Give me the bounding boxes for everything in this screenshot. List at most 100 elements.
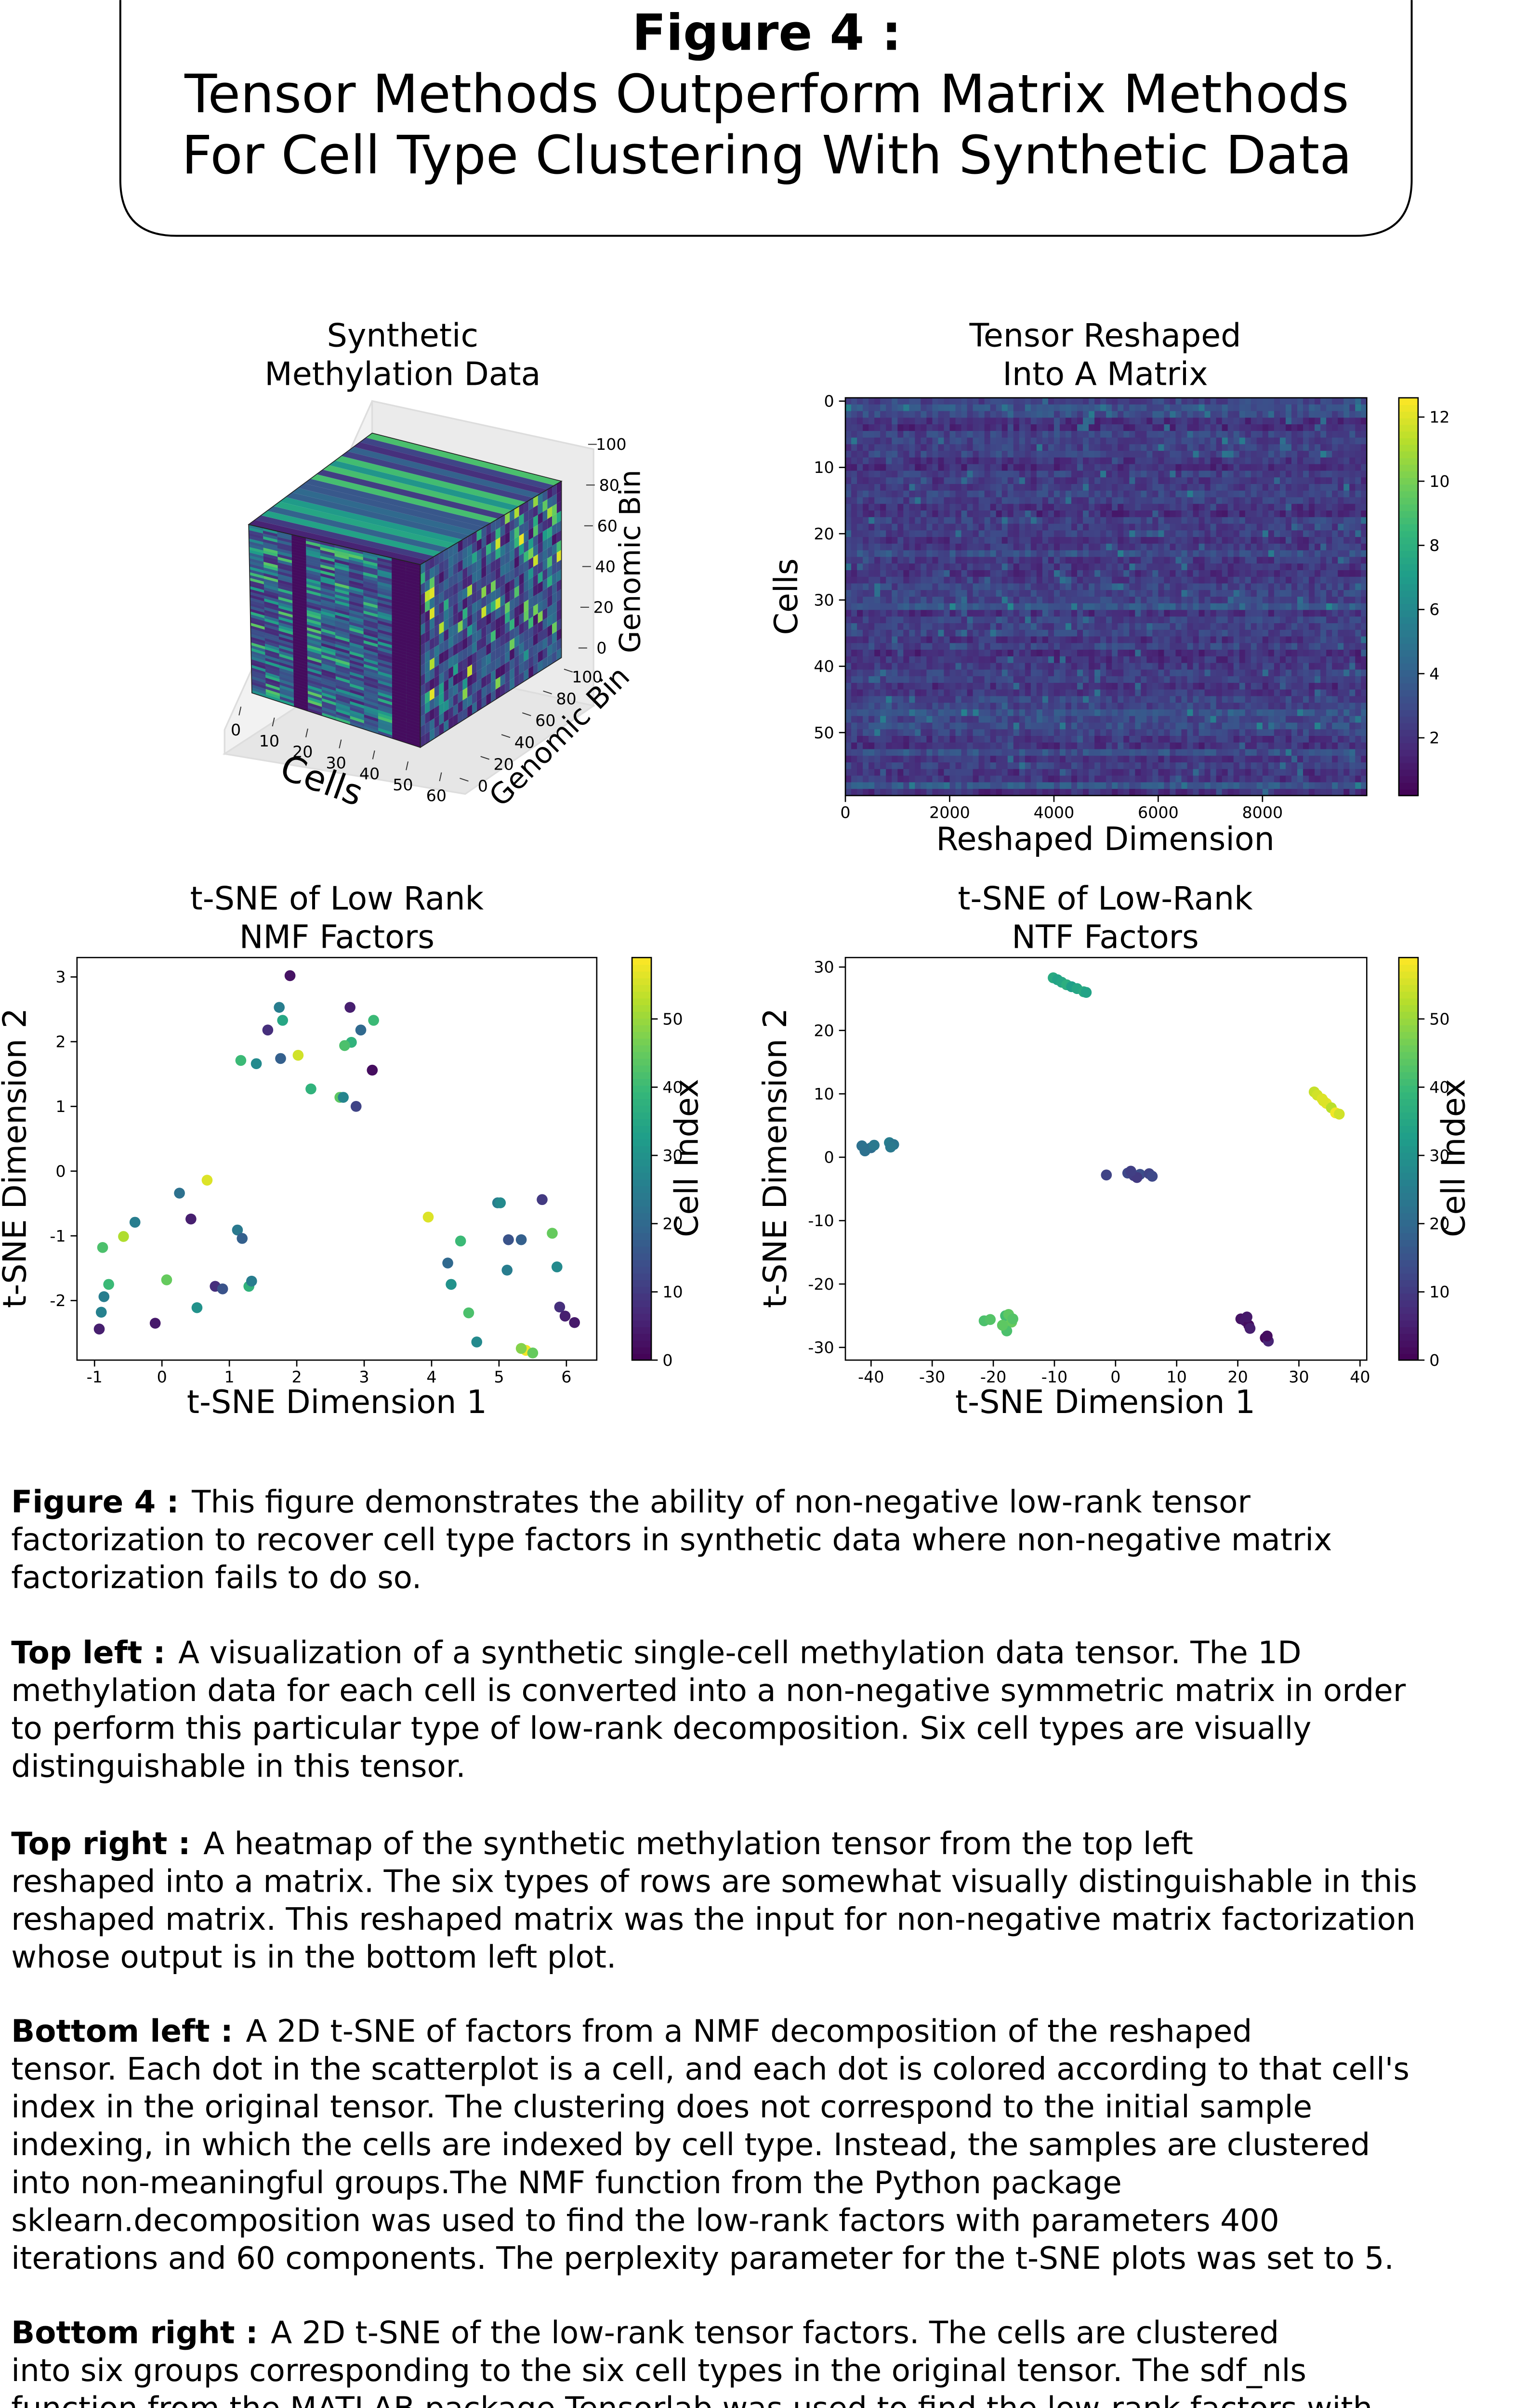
cube-texture (350, 683, 364, 691)
heatmap-texture (938, 504, 945, 511)
heatmap-texture (1164, 596, 1171, 604)
heatmap-texture (845, 444, 852, 452)
heatmap-texture (915, 510, 921, 518)
heatmap-texture (1285, 656, 1292, 664)
cube-texture (277, 534, 292, 540)
cube-texture (458, 579, 463, 593)
heatmap-texture (915, 504, 921, 511)
heatmap-texture (961, 596, 968, 604)
heatmap-texture (1250, 431, 1257, 438)
cube-texture (547, 654, 553, 667)
heatmap-texture (1222, 398, 1228, 405)
cube-texture (341, 451, 533, 502)
cube-texture (392, 582, 406, 589)
heatmap-texture (1332, 424, 1339, 432)
heatmap-texture (1198, 563, 1205, 571)
heatmap-texture (1222, 636, 1228, 644)
heatmap-texture (1285, 530, 1292, 538)
heatmap-texture (903, 510, 910, 518)
heatmap-texture (897, 550, 904, 558)
heatmap-texture (1135, 543, 1142, 551)
heatmap-texture (1001, 517, 1008, 524)
heatmap-texture (851, 451, 858, 458)
heatmap-texture (1303, 550, 1310, 558)
heatmap-texture (851, 411, 858, 419)
cube-texture (434, 553, 439, 567)
heatmap-texture (1077, 497, 1084, 505)
cube-texture (467, 664, 472, 678)
heatmap-texture (1332, 610, 1339, 617)
cube-texture (524, 619, 529, 632)
heatmap-texture (903, 451, 910, 458)
heatmap-texture (915, 517, 921, 524)
cube-texture (307, 621, 321, 628)
heatmap-texture (990, 451, 997, 458)
heatmap-texture (932, 636, 939, 644)
heatmap-texture (897, 424, 904, 432)
heatmap-texture (1239, 643, 1246, 651)
cube-texture (542, 617, 548, 630)
heatmap-texture (874, 563, 881, 571)
heatmap-texture (1343, 490, 1350, 498)
heatmap-texture (1268, 563, 1275, 571)
heatmap-texture (1141, 643, 1147, 651)
heatmap-texture (1083, 563, 1090, 571)
cube-texture (363, 599, 378, 605)
heatmap-texture (1071, 543, 1078, 551)
heatmap-texture (1256, 557, 1263, 564)
heatmap-texture (1135, 583, 1142, 591)
heatmap-texture (1083, 610, 1090, 617)
heatmap-texture (1309, 411, 1316, 419)
heatmap-texture (1256, 523, 1263, 531)
heatmap-texture (1193, 497, 1199, 505)
heatmap-texture (869, 623, 875, 630)
heatmap-texture (1152, 596, 1159, 604)
heatmap-texture (932, 510, 939, 518)
heatmap-texture (1285, 418, 1292, 425)
heatmap-texture (1158, 424, 1165, 432)
heatmap-texture (1198, 457, 1205, 465)
heatmap-texture (869, 656, 875, 664)
heatmap-texture (1332, 530, 1339, 538)
heatmap-texture (1291, 464, 1298, 471)
heatmap-texture (1118, 504, 1124, 511)
heatmap-texture (1164, 490, 1171, 498)
heatmap-texture (1129, 550, 1136, 558)
heatmap-texture (1071, 523, 1078, 531)
cube-texture (294, 704, 308, 711)
heatmap-texture (932, 656, 939, 664)
heatmap-texture (1077, 603, 1084, 611)
cube-texture (378, 695, 393, 703)
heatmap-texture (1123, 497, 1130, 505)
heatmap-texture (1141, 656, 1147, 664)
cube-texture (495, 547, 500, 560)
cube-texture (486, 543, 491, 556)
heatmap-texture (1227, 411, 1234, 419)
cube-texture (320, 573, 335, 580)
heatmap-texture (1042, 643, 1049, 651)
heatmap-texture (1053, 523, 1060, 531)
heatmap-texture (863, 464, 869, 471)
cube-texture (278, 585, 292, 592)
heatmap-texture (1291, 431, 1298, 438)
heatmap-texture (1187, 404, 1194, 412)
heatmap-texture (1222, 490, 1228, 498)
heatmap-texture (1001, 650, 1008, 657)
heatmap-texture (1256, 543, 1263, 551)
cube-texture (264, 615, 279, 623)
heatmap-texture (892, 530, 898, 538)
heatmap-texture (1338, 504, 1344, 511)
heatmap-texture (1141, 477, 1147, 484)
heatmap-texture (1065, 650, 1072, 657)
cube-texture (306, 584, 321, 591)
heatmap-texture (1320, 650, 1327, 657)
heatmap-texture (1210, 643, 1217, 651)
heatmap-texture (1048, 643, 1054, 651)
heatmap-texture (1135, 418, 1142, 425)
heatmap-texture (845, 398, 852, 405)
heatmap-texture (1001, 603, 1008, 611)
heatmap-texture (932, 537, 939, 544)
heatmap-texture (1279, 411, 1286, 419)
heatmap-texture (921, 490, 927, 498)
heatmap-texture (897, 411, 904, 419)
